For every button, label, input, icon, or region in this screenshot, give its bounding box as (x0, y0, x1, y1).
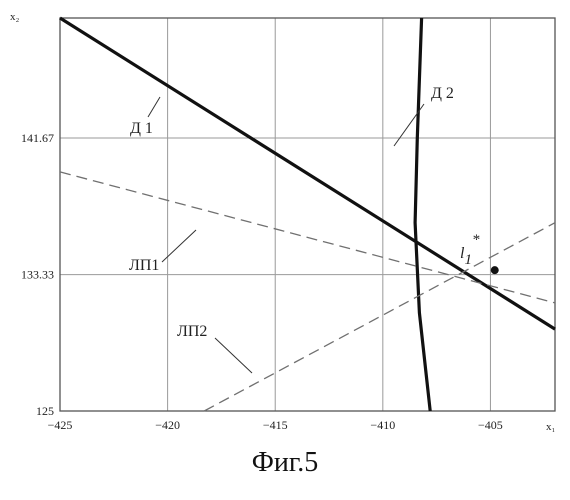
x-tick-label: −420 (155, 418, 180, 432)
y-tick-label: 125 (36, 404, 54, 418)
series-label: Д 1 (130, 120, 153, 137)
y-tick-labels: 125 133.33 141.67 (21, 131, 54, 418)
x-tick-label: −415 (263, 418, 288, 432)
x-tick-label: −410 (370, 418, 395, 432)
figure-caption: Фиг.5 (0, 447, 570, 479)
chart: −425 −420 −415 −410 −405 125 133.33 141.67 Д 1… (0, 0, 570, 445)
y-axis-name: x₂ (10, 11, 20, 23)
y-tick-label: 141.67 (21, 131, 54, 145)
series-label: Д 2 (431, 85, 454, 102)
series-label: ЛП2 (177, 323, 207, 340)
x-axis-name: x₁ (546, 421, 556, 433)
plot-background (60, 18, 555, 411)
x-tick-label: −405 (478, 418, 503, 432)
x-tick-label: −425 (48, 418, 73, 432)
y-tick-label: 133.33 (21, 268, 54, 282)
x-tick-labels: −425 −420 −415 −410 −405 (48, 418, 503, 432)
series-label: ЛП1 (129, 257, 159, 274)
optimum-point (491, 266, 499, 274)
